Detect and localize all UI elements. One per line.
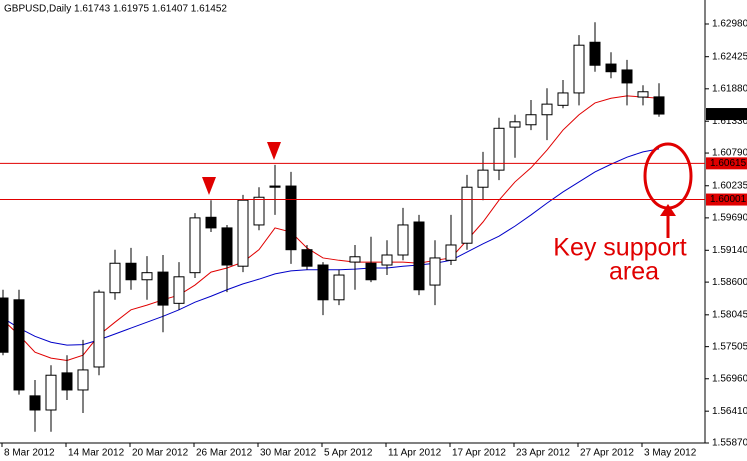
- x-tick-label: 26 Mar 2012: [196, 448, 253, 459]
- candle-body: [285, 185, 297, 251]
- y-tick-label: 1.56410: [712, 406, 747, 417]
- y-tick-label: 1.61330: [712, 116, 747, 127]
- y-tick-label: 1.60790: [712, 148, 747, 159]
- candle-body: [445, 244, 457, 261]
- candle-body: [237, 199, 249, 267]
- x-tick-label: 3 May 2012: [644, 448, 697, 459]
- candle-body: [29, 395, 41, 411]
- candle-body: [0, 297, 9, 353]
- candle-body: [349, 256, 361, 263]
- y-tick-label: 1.60235: [712, 180, 747, 191]
- x-tick-label: 23 Apr 2012: [516, 448, 570, 459]
- x-tick-label: 17 Apr 2012: [452, 448, 506, 459]
- candle-body: [125, 262, 137, 281]
- candle-body: [637, 91, 649, 98]
- price-tag-label: 1.60615: [710, 158, 747, 169]
- candle-body: [573, 44, 585, 94]
- candle-body: [461, 186, 473, 244]
- candle-body: [45, 374, 57, 411]
- candle-body: [141, 272, 153, 281]
- y-tick-label: 1.58045: [712, 309, 747, 320]
- moving-average-line: [2, 148, 660, 346]
- candle-body: [253, 196, 265, 226]
- candle-body: [109, 262, 121, 294]
- y-tick-label: 1.58600: [712, 277, 747, 288]
- price-tag-box: [706, 108, 747, 121]
- candle-body: [397, 224, 409, 256]
- candle-body: [77, 369, 89, 391]
- candle-body: [621, 69, 633, 84]
- candle-body: [605, 63, 617, 73]
- candle-body: [653, 96, 665, 115]
- x-tick-label: 27 Apr 2012: [580, 448, 634, 459]
- candle-body: [173, 276, 185, 304]
- x-tick-label: 11 Apr 2012: [388, 448, 442, 459]
- price-tag-label: 1.60001: [710, 194, 747, 205]
- moving-average-line: [2, 95, 660, 362]
- y-tick-label: 1.55870: [712, 438, 747, 449]
- price-tag-label: 1.61452: [710, 109, 747, 120]
- candle-body: [381, 254, 393, 266]
- candle-body: [301, 249, 313, 267]
- x-tick-label: 20 Mar 2012: [132, 448, 189, 459]
- candle-body: [509, 121, 521, 128]
- candle-body: [221, 227, 233, 266]
- price-tag-box: [706, 193, 747, 206]
- candle-body: [557, 92, 569, 106]
- annotation-text: area: [609, 258, 659, 286]
- candle-body: [429, 257, 441, 286]
- price-tag-box: [706, 157, 747, 170]
- candle-body: [205, 216, 217, 229]
- y-tick-label: 1.57505: [712, 341, 747, 352]
- arrow-marker: [267, 142, 281, 160]
- annotation-text: Key support: [553, 234, 686, 262]
- candle-body: [61, 372, 73, 391]
- chart-title: GBPUSD,Daily 1.61743 1.61975 1.61407 1.6…: [4, 4, 227, 15]
- x-tick-label: 30 Mar 2012: [260, 448, 317, 459]
- candle-body: [189, 217, 201, 274]
- candle-body: [317, 264, 329, 301]
- candle-body: [525, 114, 537, 126]
- candle-body: [541, 103, 553, 116]
- y-tick-label: 1.59140: [712, 245, 747, 256]
- y-tick-label: 1.62980: [712, 19, 747, 30]
- y-tick-label: 1.59690: [712, 213, 747, 224]
- candle-body: [365, 262, 377, 281]
- candle-body: [589, 41, 601, 66]
- candle-body: [333, 274, 345, 301]
- candle-body: [477, 169, 489, 188]
- y-tick-label: 1.56960: [712, 373, 747, 384]
- y-tick-label: 1.62425: [712, 51, 747, 62]
- x-tick-label: 14 Mar 2012: [68, 448, 125, 459]
- candle-body: [269, 185, 281, 188]
- annotation-arrow-head: [660, 204, 676, 216]
- x-tick-label: 5 Apr 2012: [324, 448, 373, 459]
- candle-body: [493, 127, 505, 171]
- y-tick-label: 1.61880: [712, 83, 747, 94]
- arrow-marker: [202, 177, 216, 195]
- candle-body: [157, 271, 169, 306]
- x-tick-label: 8 Mar 2012: [4, 448, 55, 459]
- candle-body: [93, 291, 105, 368]
- candle-body: [413, 221, 425, 291]
- candle-body: [13, 299, 25, 391]
